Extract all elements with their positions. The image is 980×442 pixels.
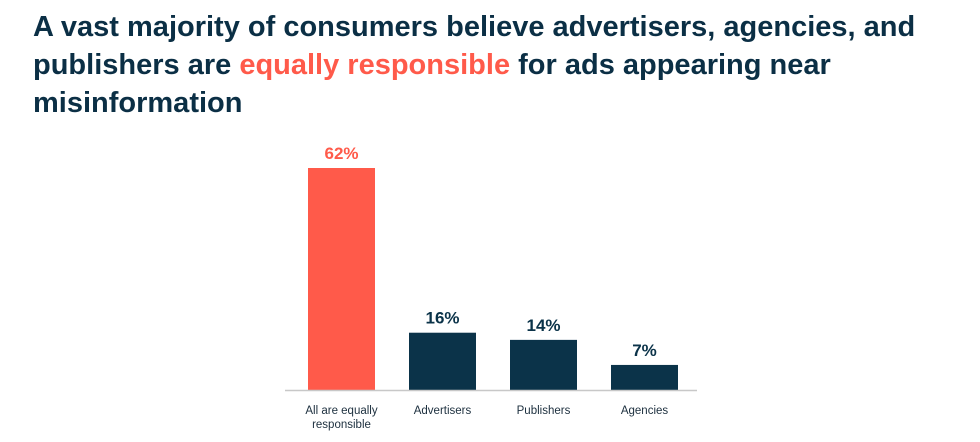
- bar: [409, 332, 476, 390]
- category-label: Publishers: [517, 405, 571, 417]
- title-part2: for ads appearing near misinformation: [33, 49, 831, 119]
- data-label: 62%: [324, 144, 358, 163]
- chart-title: A vast majority of consumers believe adv…: [33, 8, 973, 122]
- bar: [510, 339, 577, 390]
- category-label: All are equally: [305, 405, 377, 417]
- category-label: Agencies: [621, 405, 669, 417]
- data-label: 16%: [425, 309, 459, 328]
- data-label: 7%: [632, 341, 657, 360]
- data-label: 14%: [526, 316, 560, 335]
- title-highlight: equally responsible: [239, 49, 511, 81]
- bar: [611, 364, 678, 390]
- title-part1: A vast majority of consumers believe adv…: [33, 11, 916, 81]
- bar: [308, 168, 375, 390]
- category-label: Advertisers: [414, 405, 472, 417]
- category-label: responsible: [312, 419, 371, 431]
